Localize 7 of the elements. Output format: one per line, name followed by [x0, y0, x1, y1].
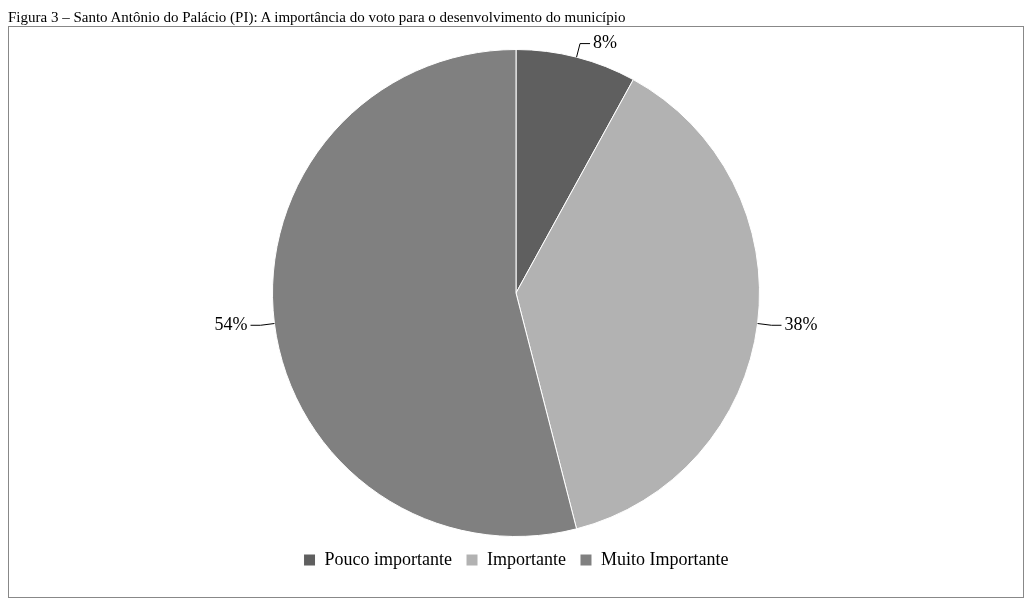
chart-title: Figura 3 – Santo Antônio do Palácio (PI): A importância do voto para o desenvolvimento do município: [8, 8, 627, 26]
legend-label: Muito Importante: [600, 548, 729, 569]
legend-label: Pouco importante: [324, 548, 453, 569]
data-label: 54%: [214, 314, 248, 335]
data-label: 38%: [784, 314, 818, 335]
data-label: 8%: [593, 32, 618, 53]
legend-label: Importante: [487, 548, 566, 569]
